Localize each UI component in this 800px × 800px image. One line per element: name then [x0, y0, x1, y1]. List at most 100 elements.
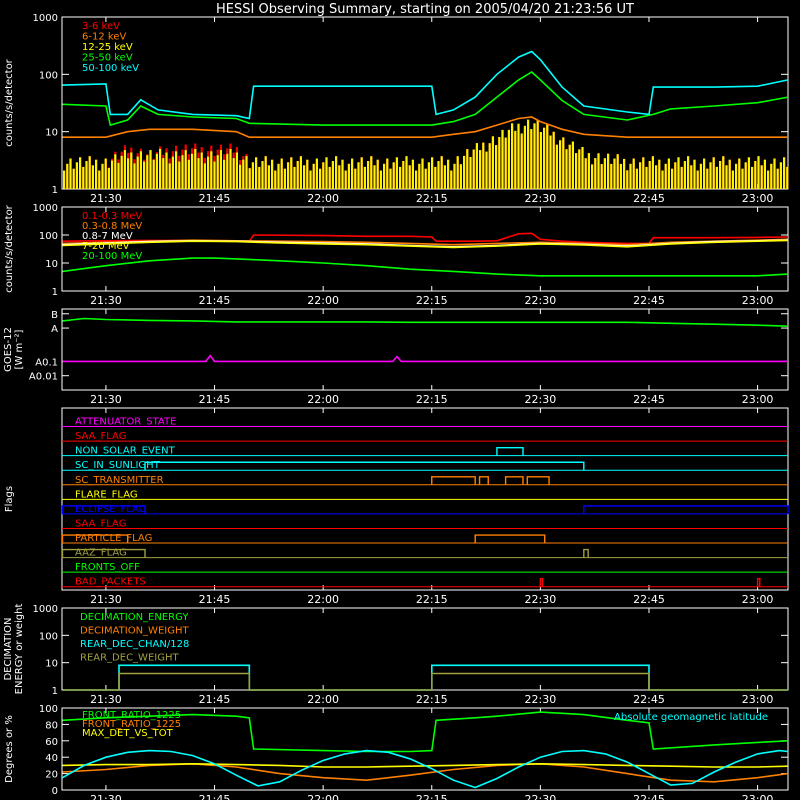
flags-flag-on-segment	[61, 548, 146, 558]
low_energy-series-2-bar	[107, 168, 110, 189]
low_energy-series-2-bar	[463, 155, 466, 189]
low_energy-series-2-bar	[242, 159, 245, 189]
low_energy-series-2-bar	[264, 156, 267, 189]
low_energy-series-2-bar	[101, 163, 104, 189]
low_energy-y-tick-label: 1	[52, 185, 58, 196]
decimation-legend-entry: DECIMATION_ENERGY	[80, 612, 189, 623]
low_energy-series-2-bar	[527, 119, 530, 189]
high_energy-series-4-line	[62, 257, 789, 277]
low_energy-series-2-bar	[325, 157, 328, 189]
ratios-legend-entry: FRONT_RATIO_1225	[82, 710, 181, 721]
panels-group: 21:30 21:45 22:00 22:15 22:30 22:45 23:00 count…	[3, 13, 789, 800]
decimation-x-tick-label: 21:30	[90, 693, 122, 706]
low_energy-series-2-bar	[587, 153, 590, 189]
low_energy-series-2-bar	[280, 158, 283, 189]
low_energy-series-2-bar	[520, 133, 523, 189]
low_energy-series-2-bar	[616, 154, 619, 189]
low_energy-series-2-bar	[389, 168, 392, 189]
low_energy-series-2-bar	[111, 160, 114, 189]
low_energy-legend-entry: 6-12 keV	[82, 32, 126, 43]
low_energy-series-2-bar	[639, 162, 642, 189]
low_energy-series-2-bar	[738, 158, 741, 189]
low_energy-series-2-bar	[735, 163, 738, 189]
low_energy-series-2-bar	[354, 168, 357, 189]
low_energy-series-2-bar	[687, 156, 690, 189]
ratios-x-tick-label: 21:45	[199, 793, 231, 800]
goes-y-tick-label: A0.01	[29, 372, 58, 383]
low_energy-series-2-bar	[680, 166, 683, 189]
low_energy-series-2-bar	[165, 152, 168, 189]
low_energy-series-2-bar	[469, 157, 472, 189]
low_energy-series-2-bar	[143, 161, 146, 189]
low_energy-series-2-bar	[488, 143, 491, 189]
low_energy-series-2-bar	[613, 158, 616, 189]
high_energy-x-tick-label: 21:30	[90, 294, 122, 307]
low_energy-series-2-bar	[549, 135, 552, 189]
goes-x-tick-label: 22:45	[633, 393, 665, 406]
low_energy-series-2-bar	[319, 168, 322, 189]
low_energy-series-2-bar	[104, 158, 107, 189]
low_energy-series-2-bar	[363, 166, 366, 189]
low_energy-series-2-bar	[619, 163, 622, 189]
low_energy-series-2-bar	[443, 165, 446, 189]
low_energy-series-2-bar	[571, 141, 574, 189]
low_energy-series-2-bar	[546, 124, 549, 189]
low_energy-series-2-bar	[386, 158, 389, 189]
low_energy-series-2-bar	[783, 157, 786, 189]
low_energy-series-2-bar	[123, 150, 126, 189]
high_energy-x-tick-label: 23:00	[742, 294, 774, 307]
low_energy-series-2-bar	[699, 163, 702, 189]
low_energy-series-2-bar	[277, 163, 280, 189]
low_energy-series-2-bar	[75, 162, 78, 189]
decimation-y-axis-label: ENERGY or weight	[14, 604, 25, 695]
low_energy-series-2-bar	[155, 153, 158, 189]
low_energy-series-2-bar	[562, 137, 565, 189]
high_energy-x-tick-label: 22:45	[633, 294, 665, 307]
low_energy-series-2-bar	[290, 157, 293, 189]
flags-flag-on-segment	[583, 505, 789, 514]
low_energy-series-2-bar	[552, 131, 555, 189]
high_energy-legend-entry: 0.3-0.8 MeV	[82, 221, 142, 232]
low_energy-series-2-bar	[149, 150, 152, 189]
low_energy-series-2-bar	[626, 170, 629, 189]
flags-flag-on-segment	[478, 476, 489, 485]
low_energy-series-2-bar	[664, 163, 667, 189]
goes-x-tick-label: 21:30	[90, 393, 122, 406]
low_energy-series-2-bar	[79, 157, 82, 189]
low_energy-series-2-bar	[767, 170, 770, 189]
goes-x-tick-label: 22:30	[525, 393, 557, 406]
goes-y-tick-label: A0.1	[35, 357, 58, 368]
flags-flag-label: AAZ_FLAG	[75, 548, 127, 559]
low_energy-series-2-bar	[533, 123, 536, 189]
low_energy-series-2-bar	[667, 158, 670, 189]
low_energy-series-2-bar	[642, 157, 645, 189]
low_energy-series-2-bar	[543, 127, 546, 189]
flags-x-tick-label: 23:00	[742, 593, 774, 606]
low_energy-series-2-bar	[299, 156, 302, 189]
low_energy-series-2-bar	[635, 168, 638, 189]
high_energy-x-tick-label: 22:00	[307, 294, 339, 307]
low_energy-series-2-bar	[130, 152, 133, 189]
goes-series-0-line	[62, 317, 789, 327]
ratios-y-axis-label: Degrees or %	[4, 715, 15, 783]
low_energy-series-2-bar	[181, 155, 184, 189]
low_energy-series-2-bar	[82, 166, 85, 189]
flags-x-tick-label: 22:00	[307, 593, 339, 606]
flags-flag-label: FRONTS_OFF	[75, 562, 140, 573]
low_energy-series-2-bar	[696, 170, 699, 189]
low_energy-series-2-bar	[168, 163, 171, 189]
low_energy-series-2-bar	[645, 166, 648, 189]
low_energy-series-2-bar	[431, 157, 434, 189]
flags-flag-on-segment	[431, 476, 476, 485]
low_energy-series-2-bar	[373, 165, 376, 189]
low_energy-series-2-bar	[331, 161, 334, 189]
low_energy-series-2-bar	[517, 123, 520, 189]
ratios-series-2-line	[62, 762, 789, 768]
ratios-y-tick-label: 40	[45, 753, 58, 764]
low_energy-series-2-bar	[133, 163, 136, 189]
low_energy-series-2-bar	[751, 166, 754, 189]
low_energy-series-2-bar	[338, 165, 341, 189]
low_energy-series-2-bar	[632, 158, 635, 189]
low_energy-series-2-bar	[648, 161, 651, 189]
low_energy-series-2-bar	[328, 166, 331, 189]
